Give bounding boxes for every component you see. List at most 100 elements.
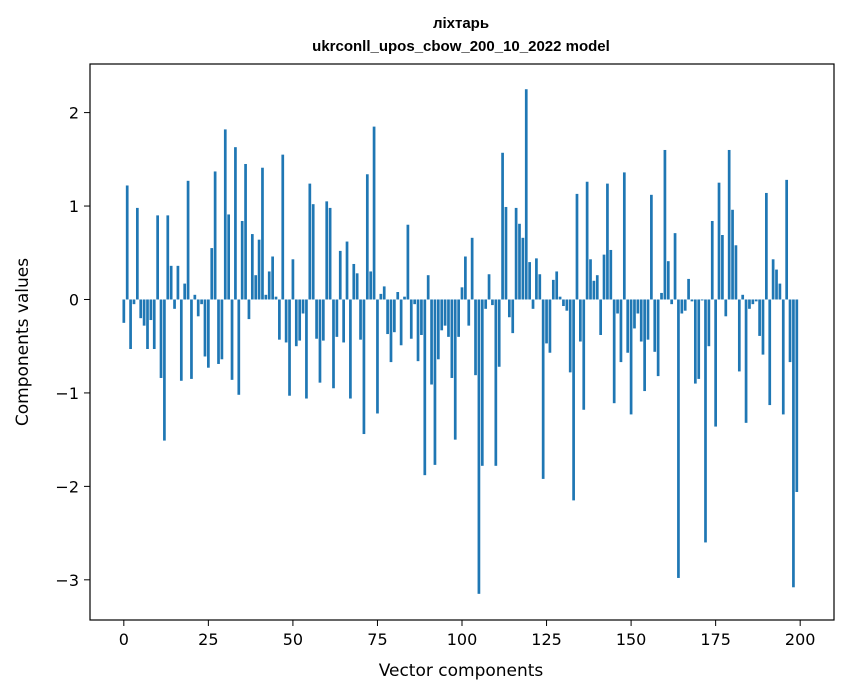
x-tick-label: 100 [447,630,478,649]
bar-component-91 [430,299,433,385]
bar-component-110 [494,299,498,466]
bar-component-194 [778,283,782,300]
bar-component-32 [230,299,234,380]
bar-component-162 [670,299,674,305]
bar-component-143 [606,183,609,300]
bar-component-30 [223,129,227,300]
bar-component-154 [643,299,646,392]
bar-series [122,89,799,594]
y-tick-label: 2 [69,104,79,123]
bar-component-95 [443,299,447,326]
bar-component-119 [524,89,528,300]
y-tick-label: −2 [55,477,79,496]
x-tick-label: 0 [119,630,129,649]
bar-component-10 [156,215,159,300]
bar-component-136 [582,299,586,410]
bar-component-60 [325,201,329,300]
bar-component-158 [656,299,660,377]
bar-component-129 [558,296,562,300]
bar-component-164 [677,299,680,578]
bar-component-89 [423,299,427,476]
bar-component-8 [149,299,153,321]
bar-component-54 [305,299,308,399]
bar-component-179 [727,149,731,300]
bar-component-61 [328,207,332,300]
bar-component-125 [545,299,548,344]
bar-component-157 [653,299,657,352]
bar-component-82 [399,299,403,346]
bar-component-107 [484,299,488,309]
y-tick-label: 0 [69,290,79,309]
bar-component-68 [352,263,356,300]
bar-component-193 [775,269,778,300]
x-tick-label: 25 [198,630,218,649]
bar-component-183 [741,294,745,300]
bar-component-53 [301,299,305,314]
bar-component-177 [721,235,724,300]
bar-component-3 [132,299,136,305]
bar-component-163 [673,233,677,300]
bar-component-104 [474,299,477,376]
bar-component-197 [788,299,792,363]
bar-component-50 [291,259,295,300]
bar-component-140 [595,275,599,300]
bar-component-139 [592,280,596,300]
bar-component-101 [464,256,467,300]
bar-component-150 [629,299,633,415]
bar-component-73 [369,271,373,300]
bar-component-51 [294,299,298,347]
bar-component-29 [220,299,224,360]
bar-component-45 [274,296,278,300]
bar-component-141 [599,299,603,335]
bar-component-23 [200,299,203,305]
bar-component-174 [710,220,714,300]
bar-component-67 [349,299,352,399]
bar-component-49 [288,299,291,396]
x-tick-label: 75 [367,630,387,649]
bar-component-11 [159,299,163,378]
bar-component-144 [609,249,613,300]
bar-component-170 [697,299,701,379]
bar-component-65 [342,299,345,343]
bar-component-138 [589,259,592,300]
y-axis-ticks: −3 −2 −1 0 1 2 [55,104,90,590]
bar-component-156 [650,194,653,300]
bar-component-1 [125,185,129,300]
bar-component-2 [129,299,132,350]
bar-component-58 [318,299,322,383]
bar-component-78 [386,299,389,335]
bar-component-24 [203,299,207,357]
bar-component-185 [748,299,751,309]
bar-component-7 [146,299,149,350]
bar-component-88 [420,299,423,335]
bar-component-161 [666,261,670,300]
bar-component-14 [169,265,173,300]
bar-component-37 [247,299,251,320]
x-axis-label: Vector components [379,661,544,681]
x-tick-label: 200 [785,630,816,649]
bar-component-122 [535,258,538,300]
bar-component-155 [646,299,650,340]
bar-component-74 [372,126,376,300]
bar-component-4 [135,207,139,300]
bar-component-97 [450,299,454,378]
chart-title: ліхтарь ukrconll_upos_cbow_200_10_2022 m… [312,15,610,55]
bar-component-48 [284,299,288,343]
bar-component-5 [139,299,143,319]
bar-component-72 [365,174,369,300]
x-tick-label: 150 [616,630,647,649]
bar-component-188 [758,299,761,336]
bar-component-6 [142,299,146,326]
bar-component-181 [734,245,738,300]
bar-component-13 [166,215,170,300]
bar-component-191 [768,299,772,406]
bar-component-123 [538,274,542,300]
x-tick-label: 50 [283,630,303,649]
bar-component-176 [717,182,721,300]
bar-component-19 [186,180,190,300]
bar-component-87 [416,299,420,362]
bar-component-18 [183,283,187,300]
bar-component-16 [176,265,180,300]
bar-component-52 [298,299,302,341]
bar-component-113 [504,206,508,300]
